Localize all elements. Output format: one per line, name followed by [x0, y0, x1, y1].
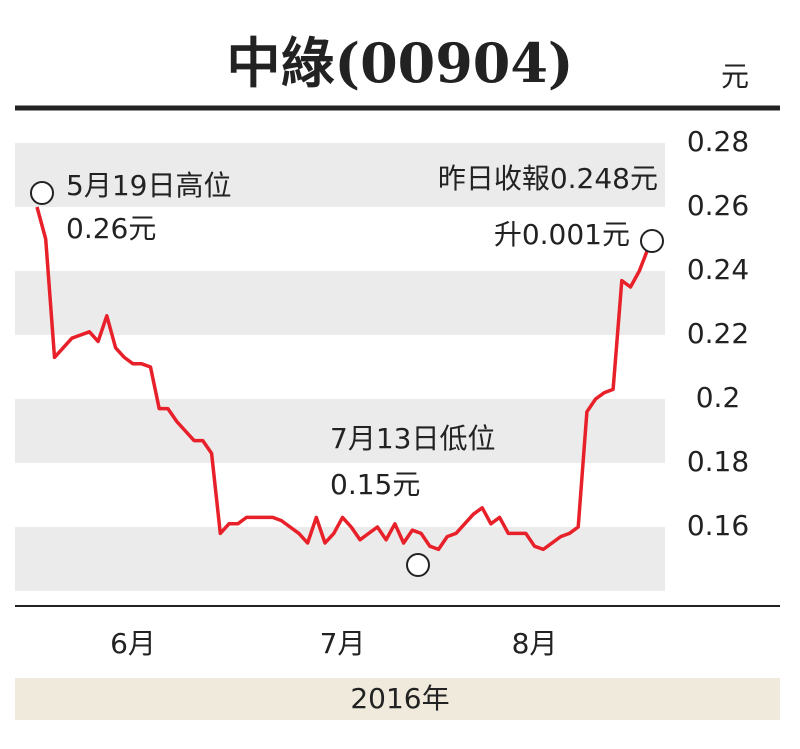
- y-unit: 元: [721, 60, 749, 93]
- annotation: 0.26元: [66, 212, 156, 245]
- bands: [15, 143, 665, 591]
- grid-band: [15, 527, 665, 591]
- high-marker: [30, 181, 54, 205]
- grid-band: [15, 143, 665, 207]
- y-tick-label: 0.16: [687, 509, 749, 542]
- x-tick-label: 8月: [512, 627, 558, 660]
- last-marker: [640, 229, 664, 253]
- price-line: [35, 206, 650, 552]
- grid-band: [15, 399, 665, 463]
- x-axis-label: 2016年: [350, 682, 449, 715]
- annotation: 昨日收報0.248元: [438, 162, 658, 195]
- y-tick-label: 0.28: [687, 125, 749, 158]
- y-tick-label: 0.24: [687, 253, 749, 286]
- annotation: 0.15元: [330, 468, 420, 501]
- y-tick-label: 0.18: [687, 445, 749, 478]
- grid-band: [15, 271, 665, 335]
- footer-band: [15, 678, 780, 720]
- y-tick-label: 0.26: [687, 189, 749, 222]
- chart-title: 中綠(00904): [227, 31, 574, 95]
- annotation: 5月19日高位: [66, 169, 231, 202]
- plot: [35, 206, 650, 552]
- x-tick-label: 6月: [110, 627, 156, 660]
- y-tick-label: 0.2: [696, 381, 741, 414]
- y-tick-label: 0.22: [687, 317, 749, 350]
- annotation: 7月13日低位: [330, 422, 495, 455]
- annotation: 升0.001元: [494, 218, 630, 251]
- low-marker: [406, 553, 430, 577]
- x-tick-label: 7月: [320, 627, 366, 660]
